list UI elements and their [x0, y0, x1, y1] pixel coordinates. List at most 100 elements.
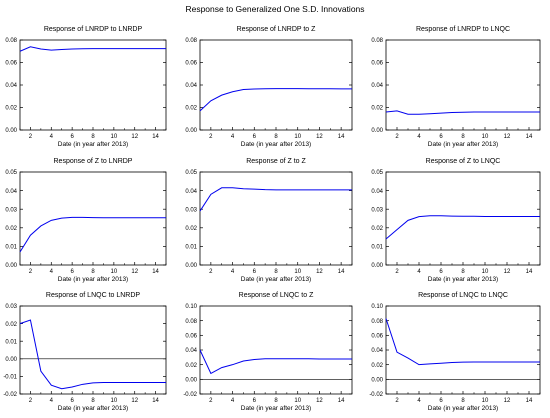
y-tick-label: 0.00 — [185, 128, 197, 134]
y-tick-label: 0.04 — [371, 348, 383, 354]
plot-frame — [19, 39, 167, 131]
x-tick-label: 12 — [316, 398, 323, 404]
y-tick-label: 0.04 — [185, 189, 197, 195]
x-tick-label: 6 — [439, 134, 443, 140]
x-tick-label: 2 — [29, 398, 33, 404]
x-tick-label: 4 — [231, 269, 235, 275]
x-tick-label: 8 — [91, 398, 95, 404]
y-tick-label: 0.00 — [5, 357, 17, 363]
x-tick-label: 8 — [91, 269, 95, 275]
y-tick-label: 0.06 — [5, 61, 17, 67]
y-tick-label: 0.02 — [185, 226, 197, 232]
x-axis-label: Date (in year after 2013) — [428, 276, 498, 283]
y-tick-label: 0.06 — [371, 334, 383, 340]
y-tick-label: 0.05 — [371, 170, 383, 176]
x-tick-label: 4 — [231, 398, 235, 404]
y-tick-label: 0.00 — [5, 128, 17, 134]
y-tick-label: 0.03 — [371, 207, 383, 213]
response-line — [199, 349, 352, 375]
x-tick-label: 8 — [461, 134, 465, 140]
y-tick-label: 0.00 — [185, 378, 197, 384]
y-tick-label: 0.02 — [5, 106, 17, 112]
x-tick-label: 10 — [482, 134, 489, 140]
panel-title: Response of LNQC to Z — [239, 292, 314, 299]
y-tick-label: 0.00 — [5, 263, 17, 269]
x-tick-label: 8 — [274, 398, 278, 404]
x-tick-label: 6 — [70, 269, 74, 275]
y-tick-label: 0.02 — [5, 226, 17, 232]
y-tick-label: 0.00 — [185, 263, 197, 269]
panel-title: Response of LNRDP to LNQC — [416, 26, 510, 33]
x-tick-label: 6 — [253, 134, 257, 140]
x-tick-label: 10 — [111, 269, 118, 275]
x-tick-label: 12 — [316, 269, 323, 275]
y-tick-label: 0.08 — [185, 38, 197, 44]
y-tick-label: 0.03 — [5, 207, 17, 213]
x-tick-label: 2 — [395, 134, 399, 140]
y-tick-label: -0.02 — [369, 392, 383, 398]
x-tick-label: 14 — [526, 134, 533, 140]
plot-frame — [199, 39, 353, 131]
y-tick-label: 0.08 — [185, 319, 197, 325]
x-tick-label: 12 — [131, 269, 138, 275]
y-tick-label: 0.02 — [185, 363, 197, 369]
plot-frame — [385, 39, 541, 131]
x-tick-label: 12 — [131, 134, 138, 140]
y-tick-label: -0.02 — [3, 392, 17, 398]
x-tick-label: 12 — [504, 269, 511, 275]
x-tick-label: 10 — [294, 269, 301, 275]
y-tick-label: 0.01 — [371, 245, 383, 251]
x-axis-label: Date (in year after 2013) — [241, 276, 311, 283]
x-tick-label: 6 — [439, 269, 443, 275]
panel-title: Response of Z to Z — [246, 158, 306, 165]
response-line — [19, 319, 166, 390]
y-tick-label: 0.10 — [185, 304, 197, 310]
x-axis-label: Date (in year after 2013) — [58, 141, 128, 148]
y-tick-label: 0.02 — [5, 322, 17, 328]
y-tick-label: 0.02 — [371, 226, 383, 232]
y-tick-label: 0.06 — [371, 61, 383, 67]
x-tick-label: 10 — [294, 134, 301, 140]
y-tick-label: 0.01 — [5, 339, 17, 345]
panel-title: Response of LNRDP to Z — [237, 26, 317, 33]
panel-title: Response of LNQC to LNQC — [418, 292, 508, 299]
x-tick-label: 14 — [152, 134, 159, 140]
x-tick-label: 14 — [152, 398, 159, 404]
x-tick-label: 6 — [70, 398, 74, 404]
y-tick-label: 0.04 — [5, 83, 17, 89]
x-tick-label: 4 — [417, 269, 421, 275]
plot-frame — [385, 305, 541, 395]
y-tick-label: 0.00 — [371, 263, 383, 269]
x-tick-label: 2 — [209, 134, 213, 140]
y-tick-label: 0.00 — [371, 378, 383, 384]
y-tick-label: 0.03 — [185, 207, 197, 213]
x-tick-label: 6 — [70, 134, 74, 140]
y-tick-label: 0.04 — [371, 189, 383, 195]
x-axis-label: Date (in year after 2013) — [241, 141, 311, 148]
y-tick-label: 0.03 — [5, 304, 17, 310]
response-line — [19, 216, 166, 253]
panel-title: Response of LNQC to LNRDP — [46, 292, 140, 299]
x-tick-label: 4 — [417, 134, 421, 140]
x-tick-label: 14 — [338, 134, 345, 140]
x-tick-label: 8 — [461, 398, 465, 404]
x-tick-label: 2 — [395, 398, 399, 404]
x-tick-label: 6 — [253, 269, 257, 275]
x-tick-label: 12 — [316, 134, 323, 140]
y-tick-label: 0.02 — [371, 106, 383, 112]
x-tick-label: 8 — [274, 134, 278, 140]
y-tick-label: 0.04 — [371, 83, 383, 89]
y-tick-label: 0.05 — [5, 170, 17, 176]
response-line — [385, 110, 540, 115]
plot-frame — [19, 171, 167, 266]
x-tick-label: 10 — [482, 269, 489, 275]
x-tick-label: 12 — [504, 398, 511, 404]
x-tick-label: 2 — [209, 269, 213, 275]
x-axis-label: Date (in year after 2013) — [241, 405, 311, 412]
plot-frame — [19, 305, 167, 395]
y-tick-label: 0.10 — [371, 304, 383, 310]
x-tick-label: 14 — [526, 398, 533, 404]
y-tick-label: 0.02 — [371, 363, 383, 369]
